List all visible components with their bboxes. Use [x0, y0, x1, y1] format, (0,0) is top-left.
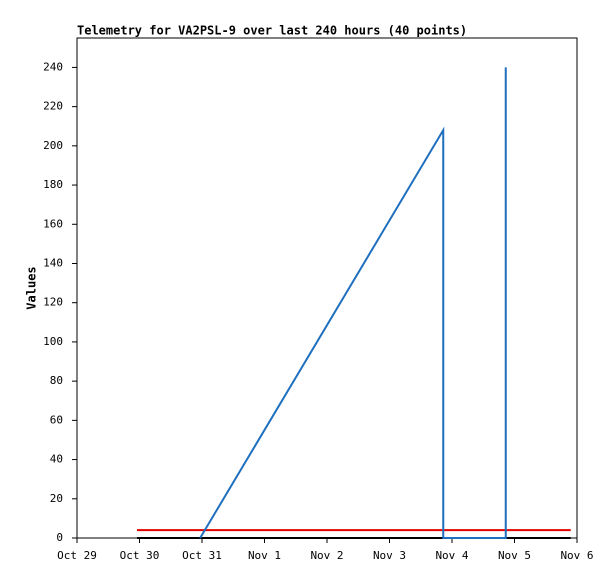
y-tick-label: 20 — [50, 492, 63, 505]
series-line — [199, 67, 507, 539]
x-tick-label: Oct 31 — [182, 549, 222, 562]
y-tick-label: 200 — [43, 139, 63, 152]
y-tick-label: 180 — [43, 178, 63, 191]
chart-title: Telemetry for VA2PSL-9 over last 240 hou… — [77, 24, 467, 38]
y-tick-label: 0 — [56, 531, 63, 544]
x-tick-label: Nov 6 — [560, 549, 593, 562]
y-tick-label: 100 — [43, 335, 63, 348]
y-tick-label: 140 — [43, 256, 63, 269]
x-tick-label: Nov 3 — [373, 549, 406, 562]
y-tick-label: 80 — [50, 374, 63, 387]
y-tick-label: 220 — [43, 100, 63, 113]
x-tick-label: Oct 29 — [57, 549, 97, 562]
y-tick-label: 120 — [43, 296, 63, 309]
y-axis-label: Values — [25, 266, 39, 309]
x-tick-label: Nov 1 — [248, 549, 281, 562]
y-tick-label: 60 — [50, 413, 63, 426]
y-tick-label: 160 — [43, 217, 63, 230]
x-tick-label: Nov 5 — [498, 549, 531, 562]
y-tick-label: 40 — [50, 453, 63, 466]
x-tick-label: Nov 2 — [310, 549, 343, 562]
x-tick-label: Nov 4 — [435, 549, 468, 562]
x-tick-label: Oct 30 — [120, 549, 160, 562]
y-tick-label: 240 — [43, 60, 63, 73]
